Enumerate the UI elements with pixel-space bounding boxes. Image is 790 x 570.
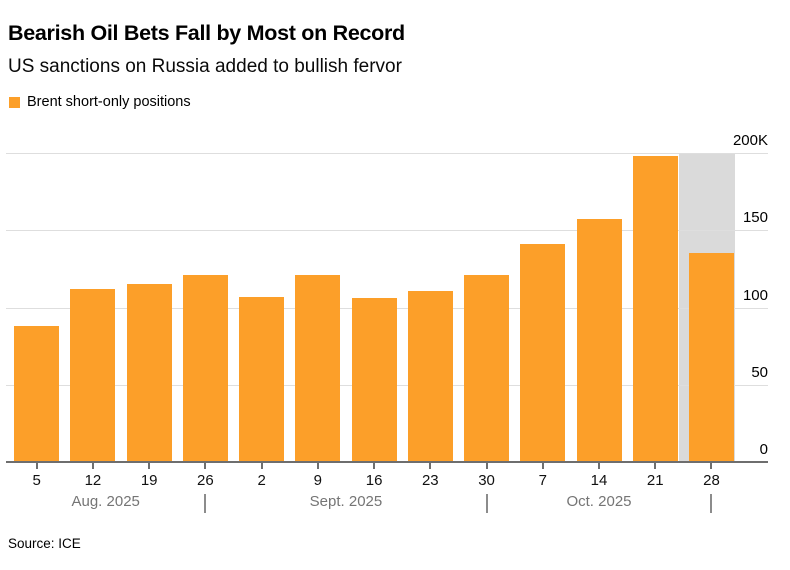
bar [351,298,397,462]
legend-label: Brent short-only positions [27,94,191,110]
x-tick [204,463,207,469]
x-tick [35,463,38,469]
bar [576,219,622,462]
bar [520,244,566,462]
legend-swatch-icon [9,96,20,108]
x-tick [91,463,94,469]
x-tick-label: 28 [703,472,720,489]
bar [14,326,60,462]
legend: Brent short-only positions [9,94,191,110]
month-label: Sept. 2025 [309,493,383,510]
bar [182,275,228,462]
bar [295,275,341,462]
month-separator [485,494,488,513]
x-tick [148,463,151,469]
y-tick-label: 50 [751,364,768,381]
x-tick [316,463,319,469]
x-tick-label: 16 [365,472,383,489]
x-tick-label: 5 [32,472,41,489]
x-tick-label: 9 [313,472,323,489]
x-tick-label: 2 [257,472,266,489]
bar [239,296,285,462]
chart-title: Bearish Oil Bets Fall by Most on Record [8,21,405,45]
bar [632,156,678,462]
bar [70,289,116,462]
source-note: Source: ICE [8,536,81,551]
y-tick-label: 100 [742,287,768,304]
x-tick-label: 12 [84,472,102,489]
x-tick-label: 14 [590,472,608,489]
y-tick-label: 150 [742,209,768,226]
month-label: Oct. 2025 [566,493,632,510]
x-tick [654,463,657,469]
bar [688,253,734,462]
x-tick-label: 30 [478,472,495,489]
y-tick-label: 0 [759,441,768,458]
x-axis-line [6,461,768,463]
x-tick [429,463,432,469]
gridline [6,230,768,231]
x-tick [541,463,544,469]
x-tick-label: 7 [538,472,547,489]
x-tick [710,463,713,469]
x-tick [598,463,600,469]
bar [126,284,172,462]
month-separator [710,494,713,513]
gridline [6,153,768,154]
bar [407,290,453,462]
x-tick-label: 19 [140,472,158,489]
month-label: Aug. 2025 [71,493,140,510]
bar [464,275,510,462]
y-tick-label: 200K [732,132,768,149]
x-tick-label: 21 [646,472,664,489]
x-tick [373,463,376,469]
month-separator [204,494,207,513]
chart-subtitle: US sanctions on Russia added to bullish … [8,56,402,77]
x-tick [260,463,263,469]
x-tick-label: 23 [421,472,439,489]
x-tick [485,463,488,469]
x-tick-label: 26 [197,472,214,489]
